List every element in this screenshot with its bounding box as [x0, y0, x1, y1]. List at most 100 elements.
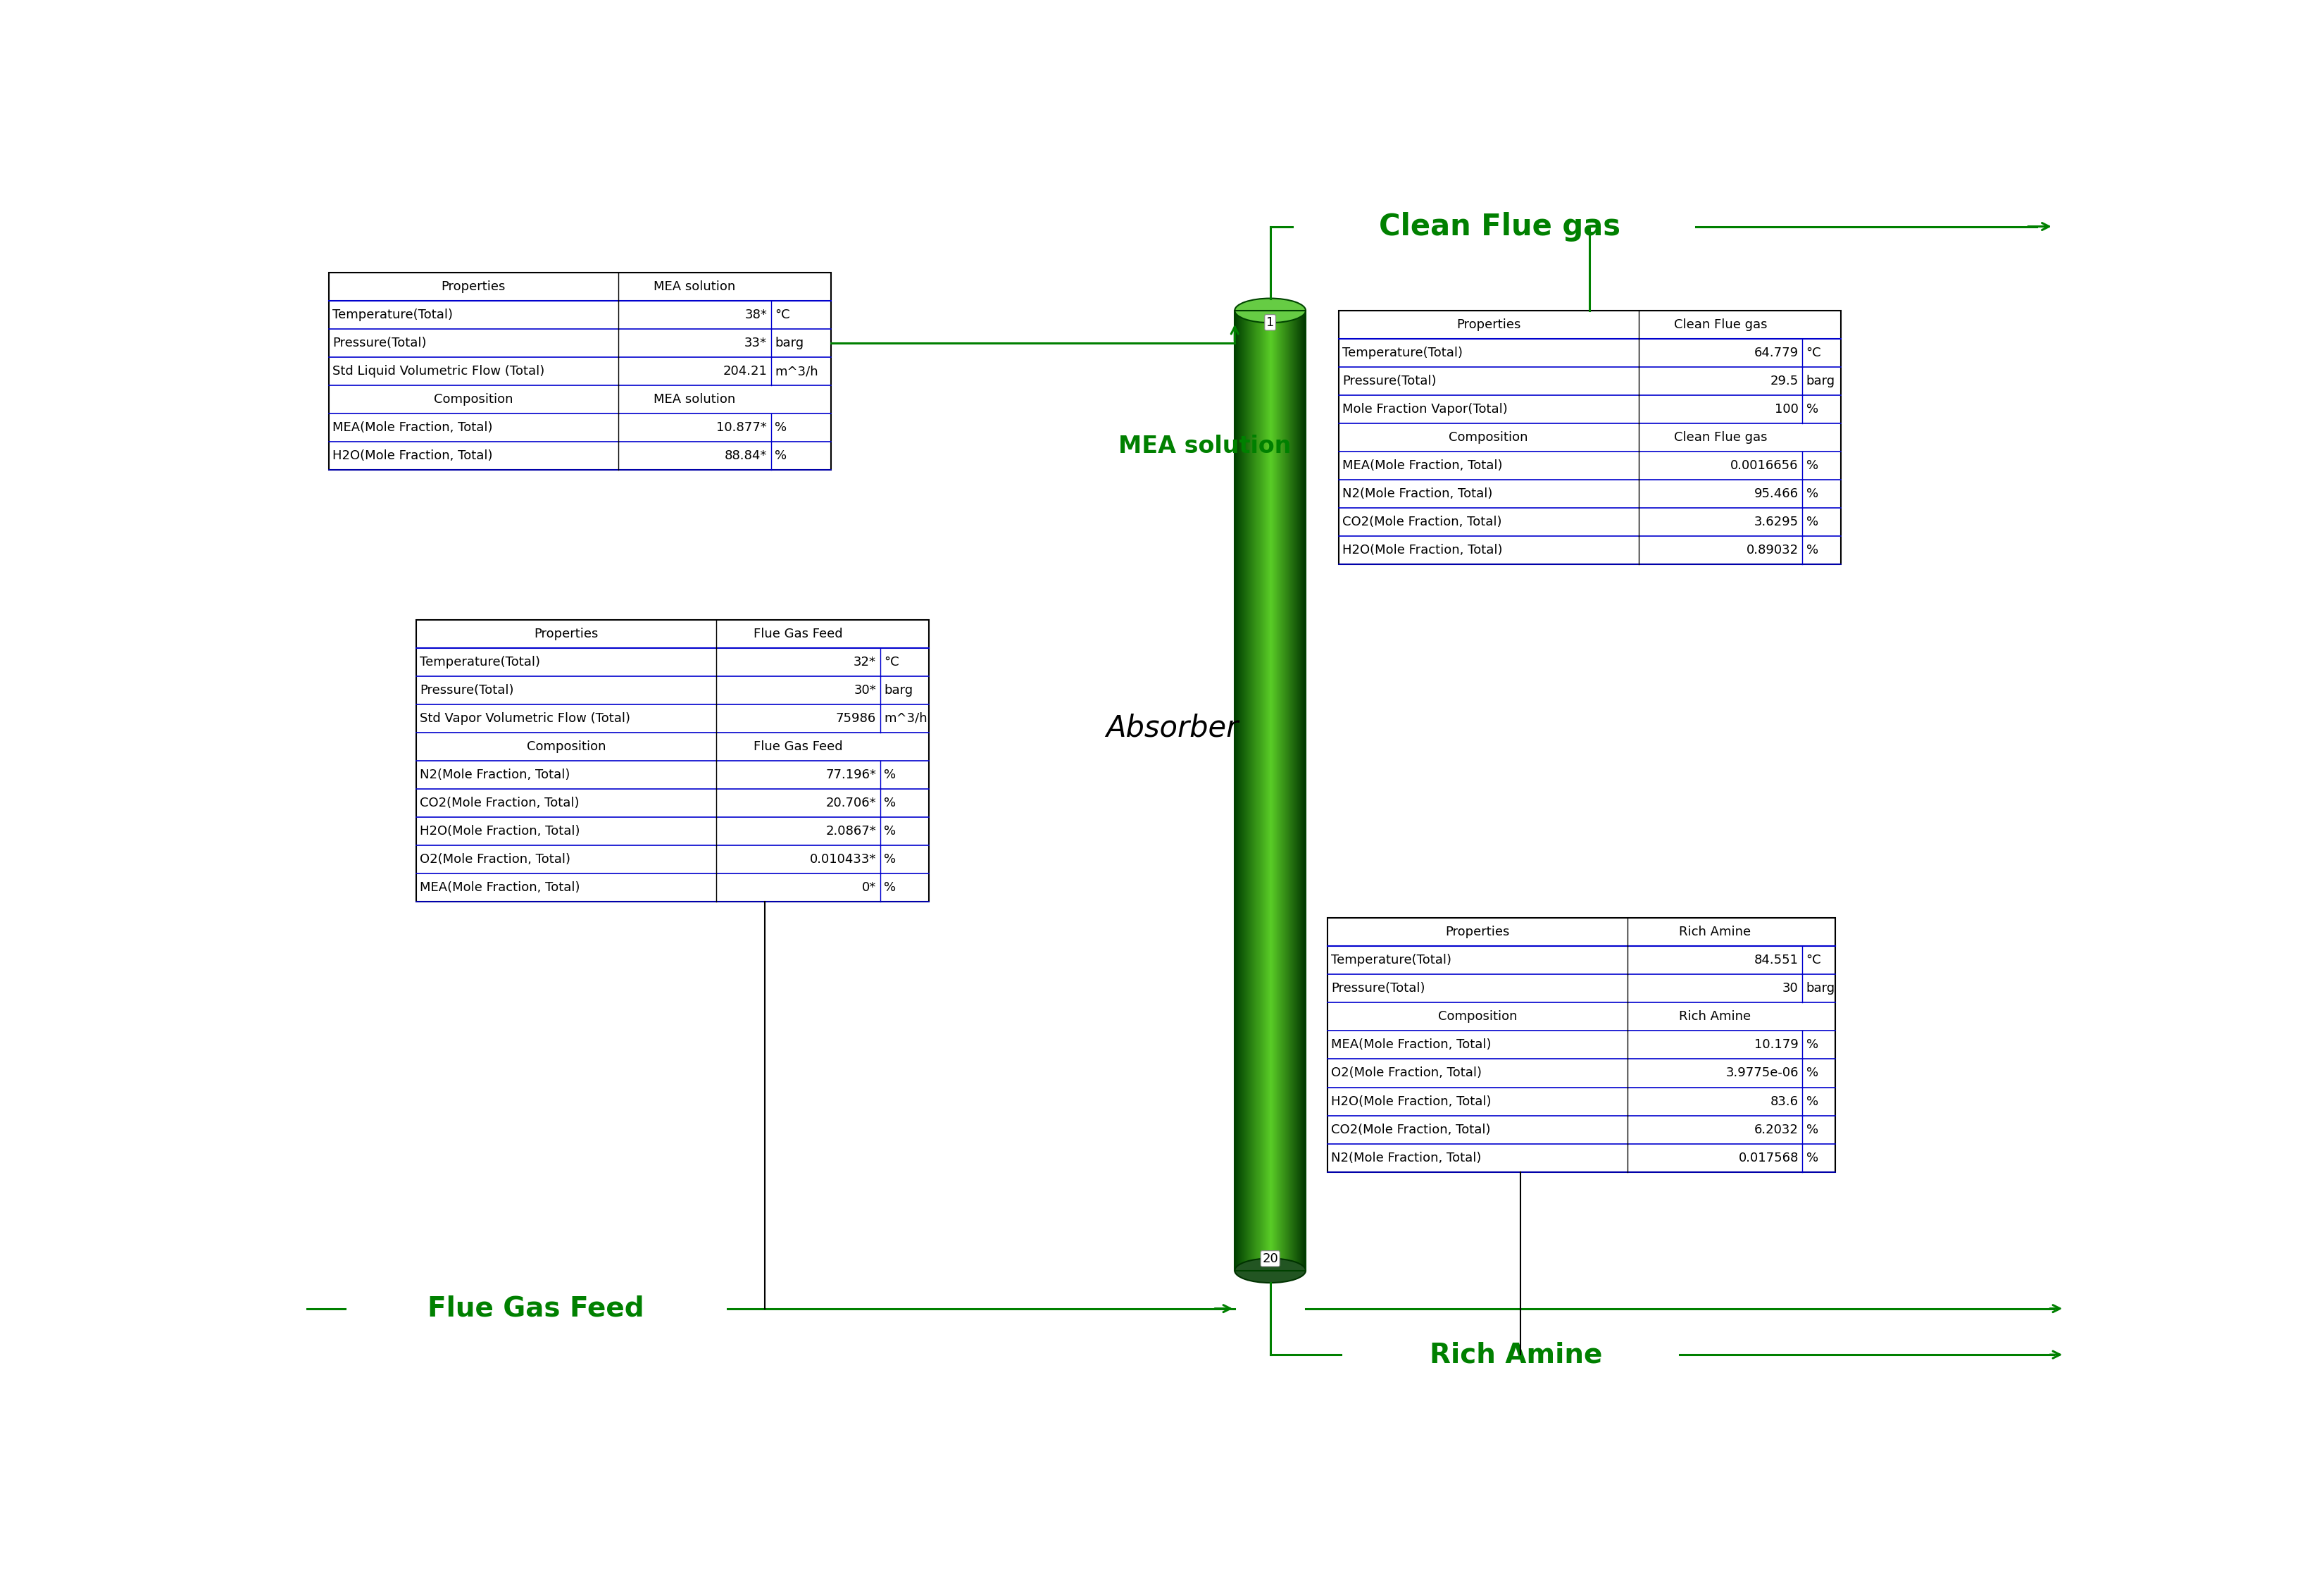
Text: Temperature(Total): Temperature(Total) [1343, 346, 1462, 359]
Text: N2(Mole Fraction, Total): N2(Mole Fraction, Total) [421, 768, 569, 781]
Text: Properties: Properties [535, 627, 597, 640]
Text: %: % [883, 796, 895, 809]
Text: Properties: Properties [1446, 926, 1511, 939]
Text: 10.877*: 10.877* [716, 422, 767, 435]
Ellipse shape [1234, 299, 1306, 322]
Text: 3.9775e-06: 3.9775e-06 [1727, 1066, 1799, 1079]
Text: 88.84*: 88.84* [725, 450, 767, 463]
Text: Flue Gas Feed: Flue Gas Feed [753, 741, 844, 754]
Text: Clean Flue gas: Clean Flue gas [1673, 431, 1766, 444]
Text: °C: °C [883, 656, 899, 668]
Text: 0.010433*: 0.010433* [809, 853, 876, 866]
Text: Std Liquid Volumetric Flow (Total): Std Liquid Volumetric Flow (Total) [332, 365, 544, 378]
Bar [328, 273, 832, 469]
Text: %: % [1806, 515, 1817, 528]
Text: 10.179: 10.179 [1755, 1038, 1799, 1051]
Text: 38*: 38* [744, 308, 767, 321]
Text: Absorber: Absorber [1106, 714, 1239, 743]
Text: 95.466: 95.466 [1755, 488, 1799, 501]
Text: m^3/h: m^3/h [883, 713, 927, 725]
Text: 64.779: 64.779 [1755, 346, 1799, 359]
Text: H2O(Mole Fraction, Total): H2O(Mole Fraction, Total) [1343, 544, 1501, 556]
Text: 33*: 33* [744, 337, 767, 349]
Text: 84.551: 84.551 [1755, 954, 1799, 967]
Text: %: % [1806, 1095, 1817, 1108]
Text: Composition: Composition [1439, 1011, 1518, 1024]
Text: CO2(Mole Fraction, Total): CO2(Mole Fraction, Total) [421, 796, 579, 809]
Text: Composition: Composition [435, 393, 514, 406]
Text: Pressure(Total): Pressure(Total) [332, 337, 428, 349]
Bar [1339, 311, 1841, 564]
Text: Pressure(Total): Pressure(Total) [1332, 983, 1425, 995]
Text: 29.5: 29.5 [1771, 374, 1799, 387]
Text: 30: 30 [1783, 983, 1799, 995]
Text: 20: 20 [1262, 1253, 1278, 1266]
Text: %: % [1806, 403, 1817, 416]
Text: %: % [883, 882, 895, 894]
Text: O2(Mole Fraction, Total): O2(Mole Fraction, Total) [421, 853, 572, 866]
Text: 6.2032: 6.2032 [1755, 1123, 1799, 1136]
Text: Rich Amine: Rich Amine [1678, 1011, 1750, 1024]
Text: Flue Gas Feed: Flue Gas Feed [753, 627, 844, 640]
Text: Composition: Composition [1448, 431, 1529, 444]
Text: Temperature(Total): Temperature(Total) [1332, 954, 1452, 967]
Text: %: % [774, 450, 788, 463]
Text: Mole Fraction Vapor(Total): Mole Fraction Vapor(Total) [1343, 403, 1508, 416]
Text: barg: barg [1806, 374, 1836, 387]
Text: 77.196*: 77.196* [825, 768, 876, 781]
Text: %: % [1806, 544, 1817, 556]
Text: CO2(Mole Fraction, Total): CO2(Mole Fraction, Total) [1343, 515, 1501, 528]
Text: 3.6295: 3.6295 [1755, 515, 1799, 528]
Text: °C: °C [1806, 346, 1822, 359]
Text: Clean Flue gas: Clean Flue gas [1378, 212, 1620, 242]
Text: barg: barg [1806, 983, 1836, 995]
Text: 30*: 30* [853, 684, 876, 697]
Text: Rich Amine: Rich Amine [1429, 1341, 1601, 1368]
Text: 204.21: 204.21 [723, 365, 767, 378]
Text: Std Vapor Volumetric Flow (Total): Std Vapor Volumetric Flow (Total) [421, 713, 630, 725]
Text: 100: 100 [1776, 403, 1799, 416]
Text: °C: °C [774, 308, 790, 321]
Text: %: % [1806, 1152, 1817, 1164]
Text: MEA solution: MEA solution [653, 393, 734, 406]
Text: Pressure(Total): Pressure(Total) [421, 684, 514, 697]
Text: m^3/h: m^3/h [774, 365, 818, 378]
Text: Pressure(Total): Pressure(Total) [1343, 374, 1436, 387]
Text: %: % [774, 422, 788, 435]
Text: Flue Gas Feed: Flue Gas Feed [428, 1296, 644, 1322]
Ellipse shape [1234, 1258, 1306, 1283]
Bar [416, 619, 930, 902]
Text: °C: °C [1806, 954, 1822, 967]
Text: CO2(Mole Fraction, Total): CO2(Mole Fraction, Total) [1332, 1123, 1490, 1136]
Text: 0.89032: 0.89032 [1745, 544, 1799, 556]
Text: MEA solution: MEA solution [1118, 435, 1292, 458]
Text: %: % [1806, 1038, 1817, 1051]
Text: Composition: Composition [528, 741, 607, 754]
Text: Properties: Properties [442, 280, 507, 292]
Text: %: % [1806, 1123, 1817, 1136]
Text: H2O(Mole Fraction, Total): H2O(Mole Fraction, Total) [332, 450, 493, 463]
Text: 0.017568: 0.017568 [1738, 1152, 1799, 1164]
Text: Clean Flue gas: Clean Flue gas [1673, 318, 1766, 330]
Text: 0.0016656: 0.0016656 [1731, 460, 1799, 472]
Text: 1: 1 [1267, 316, 1274, 329]
Text: Rich Amine: Rich Amine [1678, 926, 1750, 939]
Text: %: % [883, 853, 895, 866]
Text: 83.6: 83.6 [1771, 1095, 1799, 1108]
Text: barg: barg [883, 684, 913, 697]
Text: 75986: 75986 [837, 713, 876, 725]
Text: %: % [1806, 460, 1817, 472]
Text: %: % [883, 825, 895, 837]
Text: 0*: 0* [862, 882, 876, 894]
Text: MEA solution: MEA solution [653, 280, 734, 292]
Text: MEA(Mole Fraction, Total): MEA(Mole Fraction, Total) [1343, 460, 1501, 472]
Text: MEA(Mole Fraction, Total): MEA(Mole Fraction, Total) [1332, 1038, 1492, 1051]
Bar [1234, 311, 1306, 1270]
Text: Properties: Properties [1457, 318, 1520, 330]
Text: Temperature(Total): Temperature(Total) [332, 308, 453, 321]
Text: barg: barg [774, 337, 804, 349]
Text: %: % [1806, 488, 1817, 501]
Text: N2(Mole Fraction, Total): N2(Mole Fraction, Total) [1332, 1152, 1483, 1164]
Text: H2O(Mole Fraction, Total): H2O(Mole Fraction, Total) [1332, 1095, 1492, 1108]
Text: %: % [1806, 1066, 1817, 1079]
